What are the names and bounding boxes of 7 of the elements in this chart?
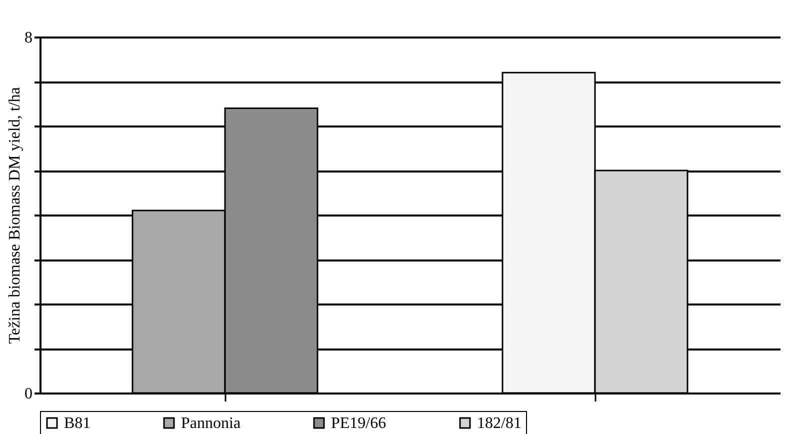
y-axis-title: Težina biomase Biomass DM yield, t/ha [6, 87, 24, 344]
y-tick-label: 0 [24, 386, 32, 402]
legend-label: PE19/66 [331, 415, 386, 432]
legend-label: Pannonia [181, 415, 241, 432]
y-tick-label: 8 [24, 30, 32, 46]
legend-label: B81 [64, 415, 91, 432]
legend-label: 182/81 [477, 415, 522, 432]
